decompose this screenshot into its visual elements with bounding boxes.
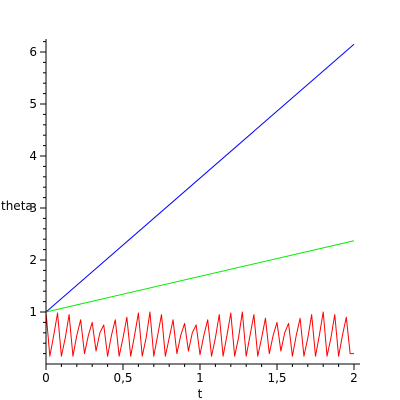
x-ticks: 0 0,5 1 1,5 2 [42, 364, 358, 385]
plot-area: 0 0,5 1 1,5 2 1 2 3 4 5 6 [29, 39, 360, 385]
series-line-1 [45, 240, 355, 313]
x-tick-label: 1,5 [267, 371, 286, 385]
series-layer [45, 43, 355, 357]
y-axis-label: theta [1, 199, 33, 213]
y-tick-label: 4 [29, 149, 37, 163]
series-line-2 [45, 311, 354, 357]
x-axis-label: t [198, 387, 203, 400]
y-tick-label: 6 [29, 45, 37, 59]
x-tick-label: 0 [42, 371, 50, 385]
series-line-0 [45, 43, 355, 313]
y-tick-label: 2 [29, 253, 37, 267]
y-tick-label: 3 [29, 201, 37, 215]
x-tick-label: 1 [196, 371, 204, 385]
y-tick-label: 1 [29, 305, 37, 319]
y-ticks: 1 2 3 4 5 6 [29, 41, 46, 355]
x-tick-label: 2 [350, 371, 358, 385]
x-tick-label: 0,5 [113, 371, 132, 385]
y-tick-label: 5 [29, 97, 37, 111]
